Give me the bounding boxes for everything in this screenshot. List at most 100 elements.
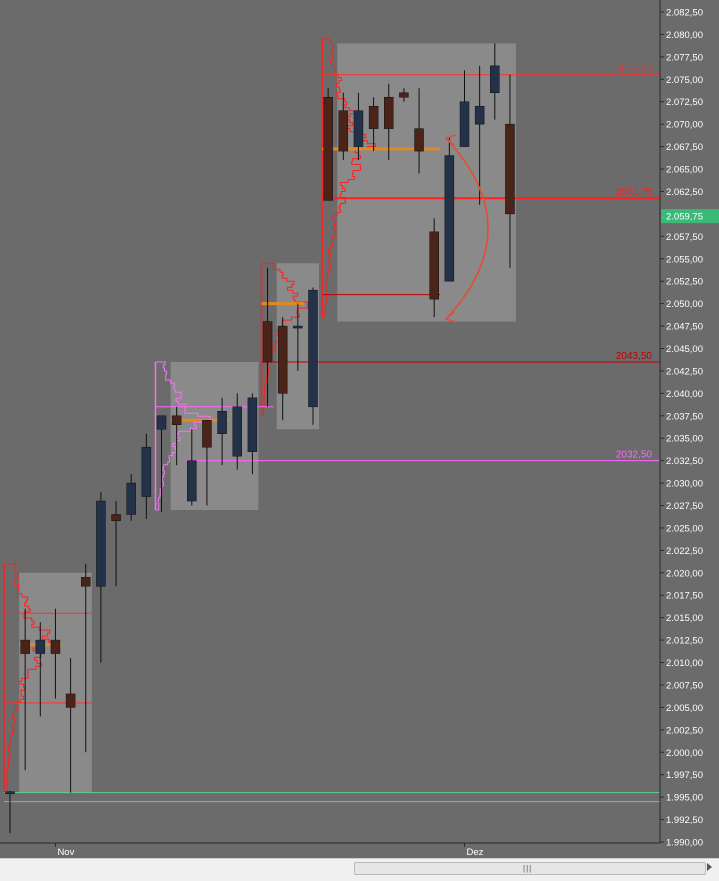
arrow-head-icon: [444, 134, 457, 146]
curved-arrow: [445, 137, 489, 320]
horizontal-scrollbar[interactable]: |||: [0, 858, 719, 881]
current-price-badge: [661, 209, 719, 224]
arrow-head-icon: [444, 311, 457, 323]
price-tick-label: 2.035,00: [666, 434, 703, 445]
candle: [81, 563, 91, 753]
candle-body: [247, 397, 258, 452]
candle: [96, 492, 106, 663]
candle: [277, 317, 288, 421]
price-tick-label: 2.012,50: [666, 636, 703, 647]
candle: [505, 74, 515, 268]
price-tick-label: 1.990,00: [666, 838, 703, 849]
candle-body: [399, 92, 409, 98]
candle-body: [262, 321, 273, 363]
candle: [141, 433, 152, 519]
candle-body: [5, 791, 15, 795]
candle-body: [202, 420, 212, 448]
candle: [126, 474, 136, 521]
candle-body: [293, 325, 303, 329]
price-tick-label: 1.997,50: [666, 770, 703, 781]
price-level-label: 2043,50: [616, 351, 653, 362]
candle-body: [338, 110, 349, 152]
price-tick-label: 2.077,50: [666, 52, 703, 63]
scrollbar-grip-icon: |||: [523, 864, 533, 873]
candle: [338, 92, 349, 161]
price-tick-label: 2.032,50: [666, 456, 703, 467]
price-tick-label: 2.025,00: [666, 523, 703, 534]
candle: [474, 65, 485, 205]
candle-body: [81, 577, 91, 587]
current-price-label: 2.059,75: [666, 212, 703, 223]
volume-profile: [322, 38, 377, 318]
candle-body: [323, 96, 333, 201]
candles-layer: [5, 43, 515, 834]
scroll-right-arrow-icon[interactable]: [707, 863, 712, 871]
value-area-box: [337, 43, 516, 322]
candle-body: [171, 415, 182, 426]
price-level-label: 2061,75: [616, 187, 653, 198]
value-area-box: [170, 361, 259, 510]
price-tick-label: 2.020,00: [666, 568, 703, 579]
candle: [5, 790, 15, 834]
candle: [187, 429, 197, 506]
candle: [444, 137, 455, 282]
candle-body: [308, 289, 318, 408]
candle: [232, 393, 242, 470]
candle-body: [111, 514, 121, 522]
price-tick-label: 2.082,50: [666, 8, 703, 19]
price-tick-label: 2.050,00: [666, 299, 703, 310]
candle-body: [20, 639, 30, 654]
price-tick-label: 2.062,50: [666, 187, 703, 198]
candle-body: [232, 406, 242, 457]
candle: [111, 501, 121, 587]
candle: [65, 658, 76, 793]
candle: [459, 70, 470, 147]
price-tick-label: 2.005,00: [666, 703, 703, 714]
candle: [414, 88, 424, 174]
price-tick-label: 1.995,00: [666, 793, 703, 804]
scrollbar-track[interactable]: [0, 859, 352, 881]
candle: [429, 218, 439, 318]
price-tick-label: 2.047,50: [666, 322, 703, 333]
price-axis: 2.082,50 2.080,00 2.077,50 2.075,00 2.072,50…: [659, 0, 719, 849]
candle: [171, 406, 182, 466]
candle: [247, 393, 258, 475]
candle-body: [96, 500, 106, 587]
candle-body: [474, 105, 485, 125]
candle-body: [35, 639, 46, 654]
candle: [368, 97, 379, 152]
price-tick-label: 2.080,00: [666, 30, 703, 41]
candle-body: [126, 482, 136, 515]
price-tick-label: 2.057,50: [666, 232, 703, 243]
candle-body: [368, 105, 379, 129]
price-tick-label: 2.017,50: [666, 591, 703, 602]
candle-body: [50, 639, 61, 654]
candle-body: [217, 411, 227, 434]
volume-profile: [261, 262, 308, 417]
price-tick-label: 2.065,00: [666, 165, 703, 176]
price-tick-label: 2.045,00: [666, 344, 703, 355]
candle: [262, 267, 273, 407]
price-level-label: 2032,50: [616, 450, 653, 461]
candle: [50, 608, 61, 699]
price-tick-label: 2.022,50: [666, 546, 703, 557]
candle-body: [187, 460, 197, 502]
time-tick-label: Nov: [57, 847, 74, 858]
candle: [323, 88, 333, 201]
price-tick-label: 2.067,50: [666, 142, 703, 153]
candle: [35, 622, 46, 717]
price-tick-label: 2.007,50: [666, 680, 703, 691]
price-tick-label: 2.040,00: [666, 389, 703, 400]
candle: [399, 88, 409, 102]
price-tick-label: 2.042,50: [666, 366, 703, 377]
candle: [308, 287, 318, 425]
price-tick-label: 2.070,00: [666, 120, 703, 131]
candle: [217, 397, 227, 466]
price-tick-label: 2.052,50: [666, 277, 703, 288]
candle: [490, 43, 500, 120]
price-tick-label: 2.010,00: [666, 658, 703, 669]
scrollbar-thumb[interactable]: |||: [354, 862, 706, 875]
price-tick-label: 2.002,50: [666, 725, 703, 736]
